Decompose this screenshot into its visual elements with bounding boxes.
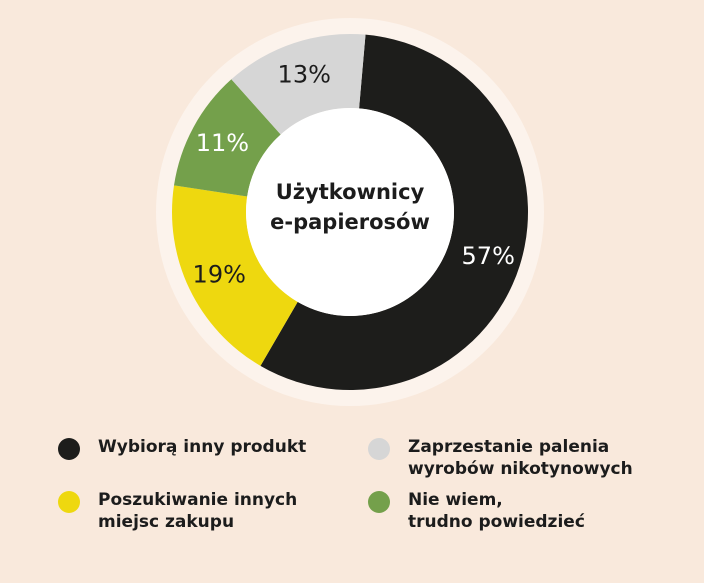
legend-item-zaprzestanie: Zaprzestanie palenia wyrobów nikotynowyc…	[368, 436, 633, 480]
legend-label: Nie wiem, trudno powiedzieć	[408, 490, 585, 532]
donut-chart-svg: 57% 19% 11% 13% Użytkownicy e-papierosów	[156, 18, 544, 406]
slice-value-label: 13%	[278, 60, 331, 88]
legend-dot	[368, 491, 390, 513]
legend-label: Zaprzestanie palenia wyrobów nikotynowyc…	[408, 437, 633, 479]
legend-dot	[58, 491, 80, 513]
legend-item-wybiora: Wybiorą inny produkt	[58, 436, 306, 460]
slice-value-label: 57%	[462, 242, 515, 270]
donut-chart: 57% 19% 11% 13% Użytkownicy e-papierosów	[156, 18, 544, 406]
slice-value-label: 19%	[193, 261, 246, 289]
pie-slice	[172, 185, 298, 366]
legend-dot	[368, 438, 390, 460]
legend-label: Poszukiwanie innych miejsc zakupu	[98, 490, 298, 532]
legend-item-nie-wiem: Nie wiem, trudno powiedzieć	[368, 489, 585, 533]
slice-value-label: 11%	[196, 129, 249, 157]
pie-slice	[174, 79, 281, 197]
legend-dot	[58, 438, 80, 460]
center-circle	[246, 108, 454, 316]
center-label: Użytkownicy e-papierosów	[270, 180, 430, 234]
legend-item-poszukiwanie: Poszukiwanie innych miejsc zakupu	[58, 489, 297, 533]
pie-slice	[260, 34, 529, 391]
legend-label: Wybiorą inny produkt	[98, 437, 307, 457]
pie-slice	[231, 33, 366, 135]
